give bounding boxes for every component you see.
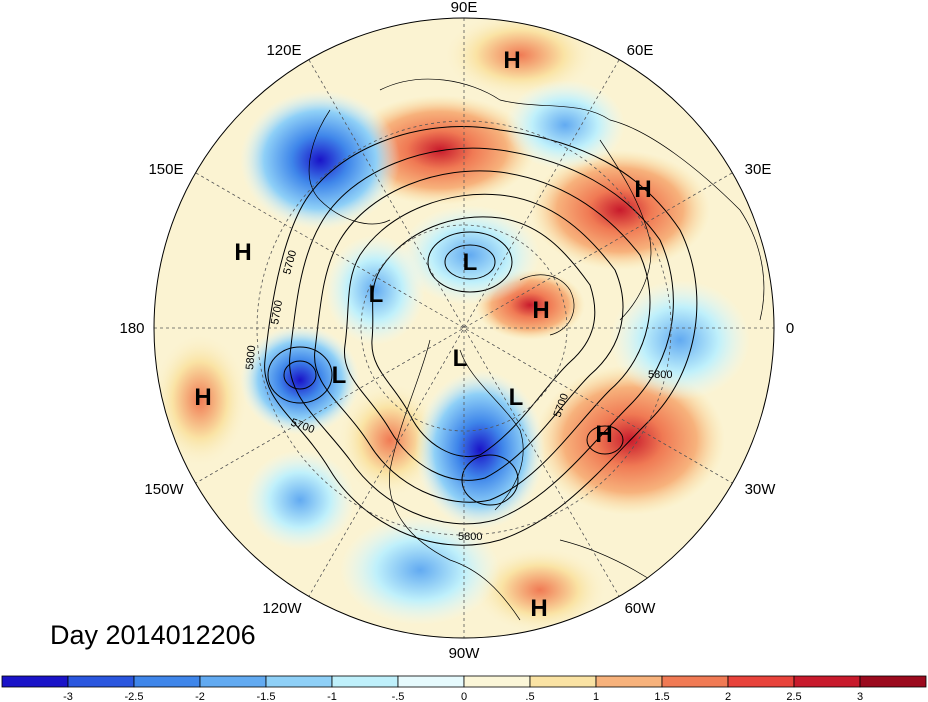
colorbar-box (265, 675, 333, 688)
colorbar-ticks: -3 -2.5 -2 -1.5 -1 -.5 0 .5 1 1.5 2 2.5 3 (63, 691, 863, 702)
colorbar-tick-label: -2 (195, 691, 205, 702)
low-center: L (369, 281, 384, 308)
longitude-labels: 90E 60E 30E 0 30W 60W 90W 120W 150W 180 … (119, 0, 794, 662)
low-center: L (453, 345, 468, 372)
lon-label-120e: 120E (266, 42, 301, 59)
lon-label-30w: 30W (745, 481, 777, 498)
colorbar-tick-label: -1.5 (257, 691, 276, 702)
colorbar-boxes (1, 675, 927, 688)
high-center: H (595, 421, 612, 448)
colorbar-box (463, 675, 531, 688)
polar-stereographic-map: 5700 5700 5800 5700 5800 5700 5800 90E 6… (119, 0, 794, 662)
colorbar-box (331, 675, 399, 688)
colorbar-tick-label: 1 (593, 691, 599, 702)
low-center: L (463, 249, 478, 276)
lon-label-60e: 60E (627, 42, 654, 59)
high-center: H (503, 47, 520, 74)
colorbar: -3 -2.5 -2 -1.5 -1 -.5 0 .5 1 1.5 2 2.5 3 (1, 675, 927, 702)
lon-label-90e: 90E (451, 0, 478, 16)
lon-label-30e: 30E (745, 161, 772, 178)
contour-label: 5800 (244, 345, 258, 370)
colorbar-box (859, 675, 927, 688)
lon-label-120w: 120W (262, 600, 302, 617)
colorbar-box (397, 675, 465, 688)
low-center: L (332, 362, 347, 389)
lon-label-60w: 60W (625, 600, 657, 617)
high-center: H (634, 176, 651, 203)
low-center: L (509, 384, 524, 411)
map-boundary (153, 17, 775, 639)
contour-label: 5700 (269, 299, 285, 325)
colorbar-box (1, 675, 69, 688)
colorbar-tick-label: -3 (63, 691, 73, 702)
colorbar-tick-label: 2.5 (786, 691, 801, 702)
lon-label-180: 180 (119, 320, 144, 337)
colorbar-box (529, 675, 597, 688)
colorbar-tick-label: -1 (327, 691, 337, 702)
colorbar-box (199, 675, 267, 688)
high-center: H (530, 595, 547, 622)
contour-label: 5800 (458, 531, 482, 543)
colorbar-box (67, 675, 135, 688)
contour-label: 5800 (648, 369, 672, 381)
colorbar-tick-label: -.5 (392, 691, 405, 702)
high-center: H (194, 384, 211, 411)
colorbar-tick-label: 3 (857, 691, 863, 702)
colorbar-box (727, 675, 795, 688)
lon-label-90w: 90W (449, 645, 481, 662)
colorbar-box (661, 675, 729, 688)
colorbar-tick-label: 0 (461, 691, 467, 702)
pressure-centers: H H H H H H H L L L L L (194, 47, 651, 622)
high-center: H (234, 239, 251, 266)
lon-label-0: 0 (786, 320, 794, 337)
colorbar-box (793, 675, 861, 688)
colorbar-tick-label: 2 (725, 691, 731, 702)
height-contours (264, 126, 698, 546)
graticule (154, 18, 774, 638)
colorbar-tick-label: 1.5 (654, 691, 669, 702)
colorbar-box (133, 675, 201, 688)
high-center: H (532, 297, 549, 324)
colorbar-box (595, 675, 663, 688)
colorbar-tick-label: -2.5 (125, 691, 144, 702)
colorbar-tick-label: .5 (525, 691, 534, 702)
map-title: Day 2014012206 (50, 620, 256, 650)
lon-label-150e: 150E (148, 161, 183, 178)
lon-label-150w: 150W (144, 481, 184, 498)
